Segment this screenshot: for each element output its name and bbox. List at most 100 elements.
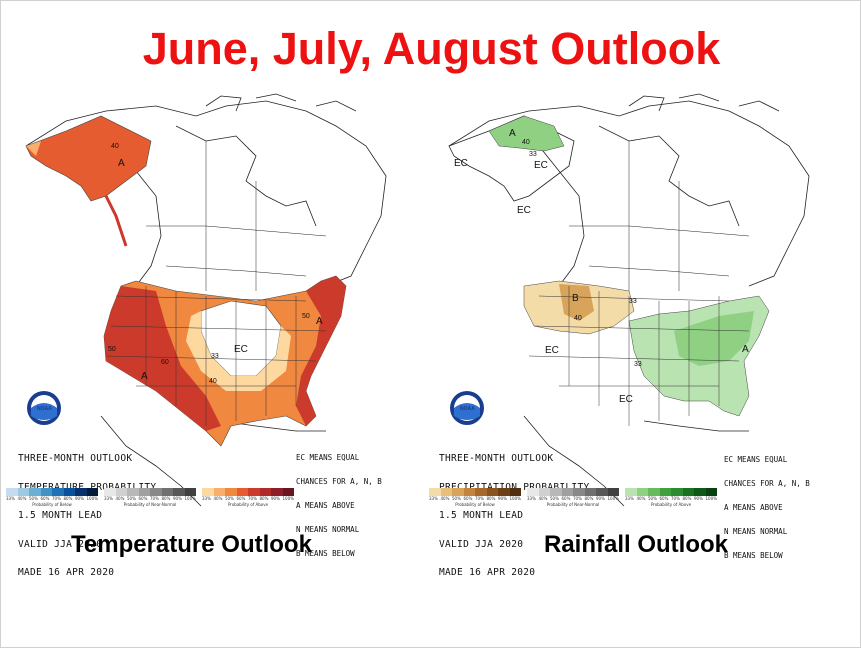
scale-tick-label: 50% [452, 496, 461, 501]
contour-33-east: 33 [634, 361, 642, 368]
scale-tick-label: 70% [573, 496, 582, 501]
scale-tick-label: 50% [127, 496, 136, 501]
scale-tick-label: 80% [682, 496, 692, 501]
scale-tick-label: 33% [6, 496, 15, 501]
scale-tick-label: 33% [429, 496, 438, 501]
scale-swatch [138, 488, 150, 496]
legend-line: B MEANS BELOW [724, 551, 783, 560]
scale-tick-label: 80% [161, 496, 171, 501]
scale-tick-label: 60% [138, 496, 148, 501]
scale-swatch [248, 488, 260, 496]
scale-swatch [607, 488, 619, 496]
label-ec-1: EC [454, 158, 468, 169]
scale-swatch [259, 488, 271, 496]
temperature-map: A 40 50 60 A 33 EC 40 A 50 NOAA [25, 93, 387, 507]
northwest-dry-core [559, 284, 594, 321]
label-a-east: A [742, 344, 749, 355]
contour-40-northwest: 40 [574, 315, 582, 322]
label-b-northwest: B [572, 293, 579, 304]
scale-swatch [161, 488, 173, 496]
scale-swatch [150, 488, 162, 496]
hudson-bay-outline [598, 125, 740, 227]
scale-tick-label: 33% [104, 496, 113, 501]
arctic-islands-outline [628, 93, 780, 112]
scale-swatch [596, 488, 608, 496]
legend-line: CHANCES FOR A, N, B [724, 479, 810, 488]
scale-tick-label: 80% [63, 496, 73, 501]
scale-swatch [127, 488, 139, 496]
scale-tick-label: 90% [271, 496, 280, 501]
scale-tick-label: 60% [659, 496, 669, 501]
temperature-info-block: THREE-MONTH OUTLOOK TEMPERATURE PROBABIL… [18, 435, 156, 597]
info-line: MADE 16 APR 2020 [439, 567, 536, 578]
scale-swatch [659, 488, 671, 496]
scale-caption: Probability of Below [32, 502, 72, 507]
canada-coast-outline [25, 100, 387, 287]
canada-coast-outline [448, 100, 810, 287]
alaska-light-region [26, 141, 41, 156]
scale-swatch [17, 488, 29, 496]
info-line: VALID JJA 2020 [439, 538, 524, 550]
rainfall-info-block: THREE-MONTH OUTLOOK PRECIPITATION PROBAB… [439, 435, 590, 597]
info-line: MADE 16 APR 2020 [18, 567, 115, 578]
scale-swatch [648, 488, 660, 496]
contour-50-west: 50 [108, 346, 116, 353]
alaska-wet-region [488, 115, 565, 152]
scale-swatch [29, 488, 41, 496]
scale-tick-label: 60% [40, 496, 50, 501]
scale-swatch [40, 488, 52, 496]
contour-33-northwest: 33 [629, 298, 637, 305]
scale-swatch [671, 488, 683, 496]
legend-line: B MEANS BELOW [296, 549, 355, 558]
legend-line: N MEANS NORMAL [296, 525, 360, 534]
legend-line: A MEANS ABOVE [296, 501, 355, 510]
scale-tick-label: 33% [527, 496, 536, 501]
scale-swatch [271, 488, 283, 496]
scale-tick-label: 33% [625, 496, 634, 501]
scale-tick-label: 90% [75, 496, 84, 501]
east-dark-above-region [296, 276, 346, 426]
scale-tick-label: 50% [225, 496, 234, 501]
color-scale: 33% 40% 50% 60% 70% 80% 90% 100% Probability of … [429, 488, 521, 507]
scale-swatch [225, 488, 237, 496]
scale-tick-label: 70% [248, 496, 257, 501]
scale-swatch [561, 488, 573, 496]
scale-tick-label: 40% [213, 496, 223, 501]
scale-tick-label: 100% [184, 496, 196, 501]
rainfall-map-panel: A 40 33 EC EC EC EC EC B 40 33 A 33 NOAA [429, 86, 854, 577]
color-scale: 33% 40% 50% 60% 70% 80% 90% 100% Probability of … [104, 488, 196, 507]
color-scale: 33% 40% 50% 60% 70% 80% 90% 100% Probability of … [6, 488, 98, 507]
scale-swatch [509, 488, 521, 496]
info-line: 1.5 MONTH LEAD [439, 510, 524, 521]
scale-swatch [115, 488, 127, 496]
scale-tick-label: 40% [115, 496, 125, 501]
scale-tick-label: 33% [202, 496, 211, 501]
scale-tick-label: 40% [538, 496, 548, 501]
scale-swatch [429, 488, 441, 496]
svg-text:NOAA: NOAA [460, 406, 475, 412]
scale-swatch [440, 488, 452, 496]
scale-tick-label: 70% [671, 496, 680, 501]
info-line: THREE-MONTH OUTLOOK [439, 453, 554, 464]
scale-swatch [527, 488, 539, 496]
label-a-alaska: A [509, 128, 516, 139]
info-line: 1.5 MONTH LEAD [18, 510, 103, 521]
label-a-alaska: A [118, 158, 125, 169]
scale-swatch [636, 488, 648, 496]
legend-line: A MEANS ABOVE [724, 503, 783, 512]
scale-tick-label: 40% [17, 496, 27, 501]
scale-tick-label: 70% [52, 496, 61, 501]
scale-caption: Probability of Near-Normal [123, 502, 177, 507]
legend-line: N MEANS NORMAL [724, 527, 788, 536]
scale-tick-label: 40% [440, 496, 450, 501]
scale-tick-label: 80% [259, 496, 269, 501]
label-ec-2: EC [534, 160, 548, 171]
label-a-west: A [141, 371, 148, 382]
info-line: VALID JJA 2020 [18, 538, 103, 550]
scale-swatch [463, 488, 475, 496]
info-line: THREE-MONTH OUTLOOK [18, 453, 133, 464]
scale-swatch [705, 488, 717, 496]
label-a-east: A [316, 316, 323, 327]
slide-title: June, July, August Outlook [142, 23, 721, 74]
label-ec-4: EC [545, 345, 559, 356]
